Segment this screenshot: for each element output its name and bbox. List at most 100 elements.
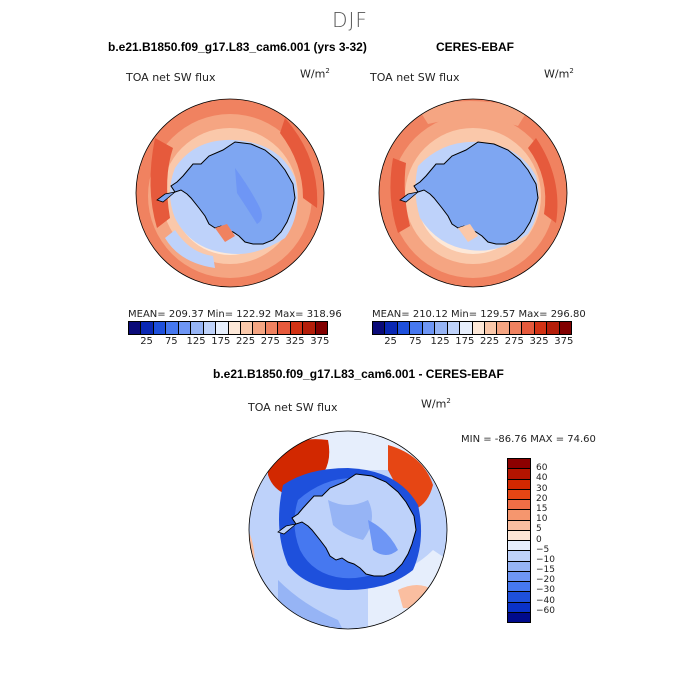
colorbar-tick-label: −5 bbox=[536, 544, 550, 555]
colorbar-swatch bbox=[558, 322, 571, 334]
colorbar-swatch bbox=[508, 570, 530, 581]
colorbar-tick-label: 75 bbox=[408, 336, 422, 347]
colorbar-swatch bbox=[152, 322, 166, 334]
colorbar-swatch bbox=[483, 322, 497, 334]
obs-colorbar bbox=[372, 321, 572, 335]
colorbar-swatch bbox=[508, 322, 522, 334]
colorbar-swatch bbox=[508, 509, 530, 520]
colorbar-swatch bbox=[508, 499, 530, 510]
colorbar-tick-label: 225 bbox=[236, 336, 256, 347]
colorbar-swatch bbox=[289, 322, 303, 334]
colorbar-swatch bbox=[508, 540, 530, 551]
colorbar-swatch bbox=[277, 322, 290, 334]
model-polar-map bbox=[135, 98, 325, 288]
colorbar-swatch bbox=[508, 529, 530, 540]
colorbar-swatch bbox=[496, 322, 509, 334]
colorbar-swatch bbox=[533, 322, 547, 334]
colorbar-tick-label: 30 bbox=[536, 483, 548, 494]
obs-units-label: W/m2 bbox=[544, 67, 574, 81]
colorbar-tick-label: 175 bbox=[455, 336, 475, 347]
colorbar-swatch bbox=[373, 322, 385, 334]
colorbar-swatch bbox=[140, 322, 153, 334]
diff-min-max: MIN = -86.76 MAX = 74.60 bbox=[461, 434, 596, 445]
colorbar-swatch bbox=[446, 322, 460, 334]
colorbar-swatch bbox=[508, 468, 530, 479]
diff-variable-label: TOA net SW flux bbox=[248, 401, 338, 414]
obs-colorbar-ticks: 25 75 125 175 225 275 325 375 bbox=[372, 336, 574, 350]
colorbar-tick-label: 375 bbox=[310, 336, 330, 347]
colorbar-swatch bbox=[508, 611, 530, 622]
model-variable-label: TOA net SW flux bbox=[126, 71, 216, 84]
colorbar-tick-label: 125 bbox=[186, 336, 206, 347]
colorbar-tick-label: 325 bbox=[529, 336, 549, 347]
colorbar-swatch bbox=[508, 601, 530, 612]
colorbar-swatch bbox=[459, 322, 472, 334]
colorbar-swatch bbox=[434, 322, 447, 334]
colorbar-tick-label: 375 bbox=[554, 336, 574, 347]
colorbar-swatch bbox=[508, 550, 530, 561]
colorbar-swatch bbox=[177, 322, 191, 334]
colorbar-tick-label: 25 bbox=[140, 336, 153, 347]
colorbar-tick-label: 40 bbox=[536, 473, 548, 484]
colorbar-tick-label: 75 bbox=[164, 336, 178, 347]
diff-colorbar bbox=[507, 458, 531, 623]
obs-panel-title: CERES-EBAF bbox=[436, 40, 515, 54]
colorbar-tick-label: 175 bbox=[211, 336, 231, 347]
colorbar-swatch bbox=[508, 519, 530, 530]
colorbar-tick-label: −60 bbox=[536, 605, 555, 616]
diff-units-label: W/m2 bbox=[421, 397, 451, 411]
colorbar-tick-label: 325 bbox=[285, 336, 305, 347]
obs-polar-map bbox=[378, 98, 568, 288]
colorbar-tick-label: −40 bbox=[536, 595, 555, 606]
colorbar-swatch bbox=[396, 322, 410, 334]
colorbar-swatch bbox=[302, 322, 315, 334]
colorbar-swatch bbox=[421, 322, 435, 334]
colorbar-tick-label: 25 bbox=[384, 336, 397, 347]
colorbar-tick-label: 275 bbox=[504, 336, 524, 347]
colorbar-swatch bbox=[252, 322, 265, 334]
colorbar-tick-label: 60 bbox=[536, 463, 548, 474]
colorbar-tick-label: 125 bbox=[430, 336, 450, 347]
colorbar-swatch bbox=[508, 581, 530, 592]
colorbar-tick-label: −20 bbox=[536, 575, 555, 586]
obs-stats: MEAN= 210.12 Min= 129.57 Max= 296.80 bbox=[372, 309, 586, 320]
colorbar-swatch bbox=[384, 322, 397, 334]
colorbar-tick-label: −10 bbox=[536, 554, 555, 565]
colorbar-swatch bbox=[471, 322, 484, 334]
colorbar-swatch bbox=[508, 478, 530, 489]
obs-variable-label: TOA net SW flux bbox=[370, 71, 460, 84]
colorbar-swatch bbox=[508, 488, 530, 499]
diff-colorbar-ticks: 60 40 30 20 15 10 5 0 −5 −10 −15 −20 −30 −40 −60 bbox=[536, 458, 576, 621]
season-title: DJF bbox=[332, 8, 368, 32]
model-units-label: W/m2 bbox=[300, 67, 330, 81]
colorbar-swatch bbox=[314, 322, 327, 334]
colorbar-swatch bbox=[129, 322, 141, 334]
colorbar-swatch bbox=[215, 322, 228, 334]
diff-polar-map bbox=[248, 430, 448, 630]
colorbar-tick-label: 20 bbox=[536, 493, 548, 504]
model-stats: MEAN= 209.37 Min= 122.92 Max= 318.96 bbox=[128, 309, 342, 320]
colorbar-swatch bbox=[508, 560, 530, 571]
diff-panel-title: b.e21.B1850.f09_g17.L83_cam6.001 - CERES… bbox=[213, 367, 504, 381]
colorbar-swatch bbox=[202, 322, 216, 334]
colorbar-swatch bbox=[508, 459, 530, 469]
colorbar-swatch bbox=[227, 322, 240, 334]
colorbar-swatch bbox=[239, 322, 253, 334]
colorbar-tick-label: 10 bbox=[536, 514, 548, 525]
colorbar-tick-label: 5 bbox=[536, 524, 542, 535]
colorbar-tick-label: 15 bbox=[536, 503, 548, 514]
model-panel-title: b.e21.B1850.f09_g17.L83_cam6.001 (yrs 3-… bbox=[108, 40, 367, 54]
colorbar-tick-label: 0 bbox=[536, 534, 542, 545]
colorbar-swatch bbox=[165, 322, 178, 334]
colorbar-tick-label: −30 bbox=[536, 585, 555, 596]
colorbar-swatch bbox=[546, 322, 559, 334]
colorbar-tick-label: 225 bbox=[480, 336, 500, 347]
colorbar-swatch bbox=[264, 322, 278, 334]
colorbar-swatch bbox=[521, 322, 534, 334]
colorbar-tick-label: 275 bbox=[260, 336, 280, 347]
model-colorbar bbox=[128, 321, 328, 335]
colorbar-swatch bbox=[508, 591, 530, 602]
colorbar-swatch bbox=[190, 322, 203, 334]
colorbar-tick-label: −15 bbox=[536, 565, 555, 576]
colorbar-swatch bbox=[409, 322, 422, 334]
